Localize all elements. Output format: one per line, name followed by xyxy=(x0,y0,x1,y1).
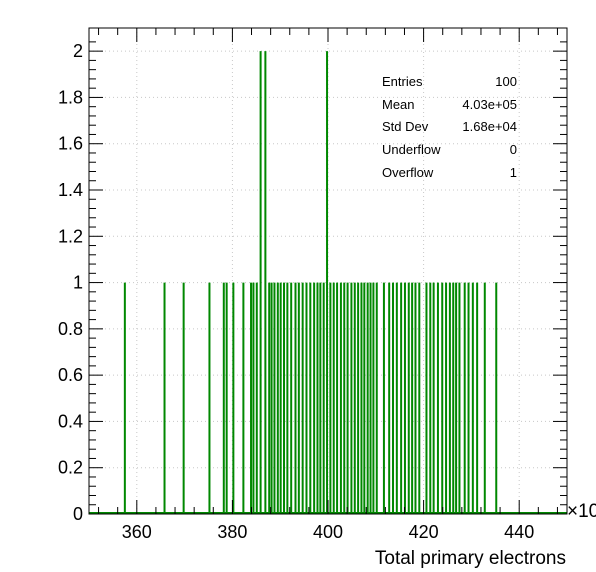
stats-label: Std Dev xyxy=(382,119,429,134)
y-tick-label: 1.2 xyxy=(58,226,83,246)
x-tick-labels: 360 380 400 420 440 xyxy=(122,522,534,542)
stats-label: Overflow xyxy=(382,165,434,180)
stats-value: 100 xyxy=(495,74,517,89)
x-axis-multiplier: ×10 xyxy=(567,501,596,522)
y-tick-label: 0.8 xyxy=(58,319,83,339)
stats-value: 1.68e+04 xyxy=(462,119,517,134)
x-tick-label: 380 xyxy=(217,522,247,542)
stats-label: Entries xyxy=(382,74,423,89)
y-tick-label: 0.4 xyxy=(58,411,83,431)
stats-value: 4.03e+05 xyxy=(462,97,517,112)
stats-box: Entries 100 Mean 4.03e+05 Std Dev 1.68e+04 Und… xyxy=(382,74,517,180)
y-tick-label: 2 xyxy=(73,41,83,61)
stats-label: Underflow xyxy=(382,142,441,157)
axis-ticks xyxy=(89,28,567,515)
y-tick-label: 0 xyxy=(73,504,83,524)
y-tick-label: 1.8 xyxy=(58,87,83,107)
y-tick-label: 1.6 xyxy=(58,134,83,154)
y-tick-label: 0.6 xyxy=(58,365,83,385)
plot-frame xyxy=(88,27,568,515)
stats-value: 0 xyxy=(510,142,517,157)
histogram-bars xyxy=(89,51,567,514)
stats-label: Mean xyxy=(382,97,415,112)
y-tick-labels: 0 0.2 0.4 0.6 0.8 1 1.2 1.4 1.6 1.8 2 xyxy=(58,41,83,524)
y-tick-label: 0.2 xyxy=(58,458,83,478)
x-tick-label: 360 xyxy=(122,522,152,542)
stats-value: 1 xyxy=(510,165,517,180)
y-tick-label: 1 xyxy=(73,273,83,293)
x-tick-label: 420 xyxy=(409,522,439,542)
x-tick-label: 400 xyxy=(313,522,343,542)
x-tick-label: 440 xyxy=(504,522,534,542)
y-tick-label: 1.4 xyxy=(58,180,83,200)
x-axis-title: Total primary electrons xyxy=(375,548,566,569)
